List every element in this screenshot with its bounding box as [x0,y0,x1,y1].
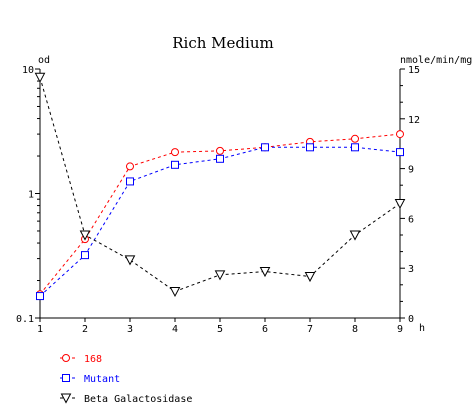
y-left-label: od [38,55,50,66]
data-point-series-1 [81,251,89,260]
x-tick-label: 1 [37,324,43,335]
y-left-tick-label: 1 [28,190,34,201]
x-tick-label: 4 [172,324,178,335]
data-point-series-1 [126,177,134,186]
series-markers [34,72,406,301]
data-point-series-2 [34,72,46,83]
y-right-tick-label: 0 [408,314,414,325]
data-point-series-2 [394,198,406,210]
data-point-series-0 [396,130,404,139]
data-point-series-0 [171,148,179,157]
legend-label: Mutant [84,374,120,385]
data-point-series-0 [351,134,359,143]
data-point-series-2 [79,230,91,241]
data-point-series-2 [349,230,361,241]
y-right-tick-label: 15 [408,65,420,76]
legend-label: 168 [84,354,102,365]
data-point-series-1 [216,154,224,163]
y-right-tick-label: 12 [408,115,420,126]
data-point-series-2 [304,272,316,283]
data-point-series-0 [126,162,134,171]
x-tick-label: 8 [352,324,358,335]
data-point-series-1 [261,143,269,152]
y-right-tick-label: 6 [408,214,414,225]
legend-marker [60,393,72,404]
legend-marker [62,354,70,362]
data-point-series-1 [351,143,359,152]
data-point-series-1 [171,160,179,169]
chart-title: Rich Medium [172,34,273,52]
data-point-series-0 [216,146,224,155]
legend: 168 Mutant Beta Galactosidase [60,354,192,405]
data-point-series-2 [259,267,271,278]
series-lines [39,77,401,297]
data-point-series-1 [396,148,404,157]
data-point-series-2 [169,286,181,298]
series-line-2 [39,77,401,292]
data-point-series-1 [36,292,44,301]
x-tick-label: 7 [307,324,313,335]
x-unit-label: h [419,323,425,334]
x-tick-label: 3 [127,324,133,335]
x-tick-label: 5 [217,324,223,335]
data-point-series-2 [214,270,226,281]
legend-marker [62,374,70,382]
data-point-series-1 [306,143,314,152]
x-tick-label: 2 [82,324,88,335]
y-right-label: nmole/min/mg [400,55,472,66]
x-tick-label: 6 [262,324,268,335]
x-tick-label: 9 [397,324,403,335]
y-right-tick-label: 3 [408,264,414,275]
y-left-tick-label: 10 [22,65,34,76]
legend-label: Beta Galactosidase [84,394,192,405]
data-point-series-2 [124,255,136,266]
y-left-tick-label: 0.1 [16,314,34,325]
y-right-tick-label: 9 [408,165,414,176]
